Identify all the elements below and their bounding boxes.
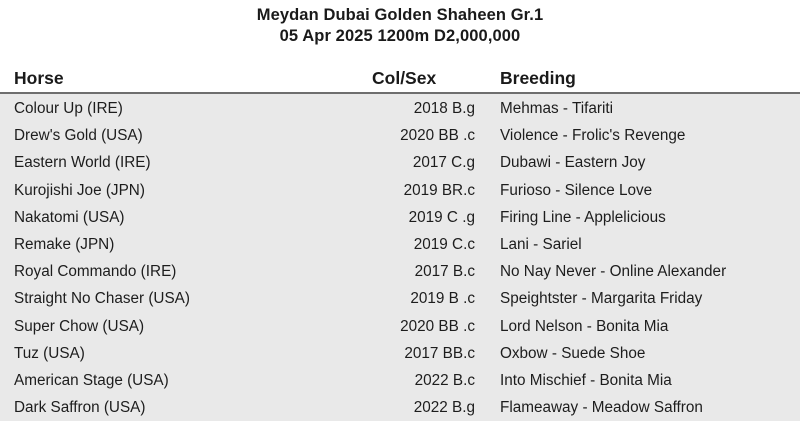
cell-horse: Super Chow (USA) [14, 317, 145, 335]
cell-colsex: 2020 BB .c [400, 317, 475, 335]
cell-horse: Kurojishi Joe (JPN) [14, 181, 145, 199]
cell-colsex: 2019 C .g [408, 208, 475, 226]
table-row: Colour Up (IRE) 2018 B.g Mehmas - Tifariti [0, 96, 800, 123]
cell-breeding: Violence - Frolic's Revenge [500, 127, 686, 145]
cell-breeding: Furioso - Silence Love [500, 181, 653, 199]
cell-horse: Colour Up (IRE) [14, 100, 123, 117]
cell-breeding: Speightster - Margarita Friday [500, 290, 703, 308]
race-title-block: Meydan Dubai Golden Shaheen Gr.1 05 Apr … [0, 0, 800, 53]
table-row: Nakatomi (USA) 2019 C .g Firing Line - App… [0, 205, 800, 232]
table-row: Kurojishi Joe (JPN) 2019 BR.c Furioso - Si… [0, 178, 800, 205]
cell-horse: Eastern World (IRE) [14, 154, 151, 172]
cell-breeding: Firing Line - Applelicious [500, 208, 666, 226]
cell-colsex: 2019 BR.c [403, 181, 475, 199]
header-separator-rule [0, 92, 800, 94]
cell-breeding: No Nay Never - Online Alexander [500, 263, 727, 281]
cell-colsex: 2020 BB .c [400, 127, 475, 145]
runners-table-body: Colour Up (IRE) 2018 B.g Mehmas - Tifariti… [0, 94, 800, 421]
table-row: Dark Saffron (USA) 2022 B.g Flameaway - Me… [0, 395, 800, 422]
cell-horse: American Stage (USA) [14, 371, 169, 389]
column-header-horse: Horse [14, 68, 64, 88]
cell-breeding: Oxbow - Suede Shoe [500, 344, 646, 362]
cell-horse: Dark Saffron (USA) [14, 399, 146, 417]
cell-breeding: Lani - Sariel [500, 235, 582, 253]
cell-horse: Straight No Chaser (USA) [14, 290, 190, 308]
race-name: Meydan Dubai Golden Shaheen Gr.1 [256, 6, 544, 24]
column-header-breeding: Breeding [500, 68, 576, 88]
table-row: American Stage (USA) 2022 B.c Into Mischie… [0, 368, 800, 395]
table-row: Tuz (USA) 2017 BB.c Oxbow - Suede Shoe [0, 341, 800, 368]
cell-horse: Royal Commando (IRE) [14, 263, 177, 281]
cell-breeding: Lord Nelson - Bonita Mia [500, 317, 669, 335]
cell-breeding: Flameaway - Meadow Saffron [500, 399, 703, 417]
cell-colsex: 2017 C.g [412, 154, 475, 172]
table-row: Super Chow (USA) 2020 BB .c Lord Nelson - … [0, 314, 800, 341]
cell-horse: Drew's Gold (USA) [14, 127, 143, 145]
cell-horse: Tuz (USA) [14, 344, 85, 362]
cell-colsex: 2017 BB.c [404, 344, 475, 362]
table-header-row: Horse Col/Sex Breeding [0, 53, 800, 92]
cell-breeding: Mehmas - Tifariti [500, 100, 614, 117]
table-row: Drew's Gold (USA) 2020 BB .c Violence - Fr… [0, 123, 800, 150]
cell-colsex: 2022 B.g [413, 399, 475, 417]
table-row: Royal Commando (IRE) 2017 B.c No Nay Never… [0, 259, 800, 286]
cell-colsex: 2022 B.c [414, 371, 475, 389]
cell-colsex: 2017 B.c [414, 263, 475, 281]
cell-horse: Remake (JPN) [14, 235, 115, 253]
cell-breeding: Into Mischief - Bonita Mia [500, 371, 672, 389]
cell-colsex: 2019 B .c [410, 290, 475, 308]
table-row: Eastern World (IRE) 2017 C.g Dubawi - East… [0, 150, 800, 177]
table-row: Straight No Chaser (USA) 2019 B .c Speight… [0, 286, 800, 313]
cell-horse: Nakatomi (USA) [14, 208, 125, 226]
column-header-colsex: Col/Sex [372, 68, 437, 88]
cell-breeding: Dubawi - Eastern Joy [500, 154, 646, 172]
race-details: 05 Apr 2025 1200m D2,000,000 [279, 27, 521, 45]
cell-colsex: 2018 B.g [413, 100, 475, 117]
cell-colsex: 2019 C.c [413, 235, 475, 253]
table-row: Remake (JPN) 2019 C.c Lani - Sariel [0, 232, 800, 259]
